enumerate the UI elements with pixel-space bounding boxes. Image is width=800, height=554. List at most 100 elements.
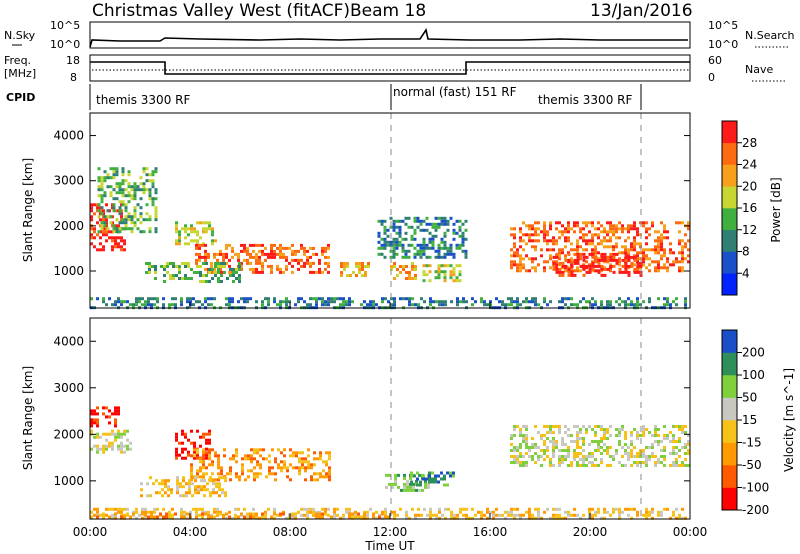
power-echo-cell	[187, 262, 190, 265]
velocity-echo-cell	[657, 461, 660, 464]
power-echo-cell	[169, 274, 172, 277]
velocity-echo-cell	[531, 446, 534, 449]
velocity-echo-cell	[639, 455, 642, 458]
velocity-echo-cell	[573, 507, 576, 511]
power-echo-cell	[324, 261, 327, 265]
velocity-echo-cell	[220, 472, 223, 476]
velocity-echo-cell	[183, 515, 186, 519]
power-echo-cell	[543, 236, 546, 240]
velocity-echo-cell	[229, 472, 232, 476]
power-echo-cell	[383, 240, 387, 244]
power-echo-cell	[318, 270, 321, 274]
velocity-echo-cell	[385, 485, 388, 489]
power-echo-cell	[446, 246, 450, 250]
power-echo-cell	[612, 255, 616, 259]
power-echo-cell	[214, 262, 217, 265]
power-echo-cell	[336, 297, 339, 301]
velocity-echo-cell	[519, 431, 522, 434]
velocity-echo-cell	[289, 454, 292, 458]
power-echo-cell	[306, 258, 309, 262]
power-echo-cell	[121, 173, 125, 177]
velocity-echo-cell	[513, 449, 516, 452]
power-echo-cell	[267, 255, 270, 259]
velocity-echo-cell	[291, 516, 294, 520]
velocity-echo-cell	[126, 512, 129, 516]
velocity-echo-cell	[354, 515, 357, 519]
power-echo-cell	[210, 261, 213, 265]
velocity-echo-cell	[681, 464, 684, 467]
velocity-echo-cell	[534, 446, 537, 449]
velocity-echo-cell	[651, 443, 654, 446]
power-echo-cell	[211, 242, 214, 246]
cpid-label: CPID	[6, 91, 35, 104]
power-echo-cell	[112, 206, 116, 210]
velocity-echo-cell	[434, 477, 437, 481]
power-echo-cell	[327, 255, 330, 259]
velocity-echo-cell	[348, 510, 351, 514]
power-echo-cell	[431, 225, 435, 229]
power-echo-cell	[434, 276, 438, 280]
power-echo-cell	[618, 297, 621, 301]
power-echo-cell	[291, 264, 294, 268]
power-echo-cell	[237, 258, 240, 262]
power-echo-cell	[195, 246, 198, 250]
power-echo-cell	[651, 248, 654, 252]
velocity-echo-cell	[111, 412, 114, 416]
power-echo-cell	[154, 230, 158, 234]
power-echo-cell	[585, 242, 588, 246]
power-echo-cell	[139, 212, 143, 216]
power-echo-cell	[567, 221, 570, 225]
power-echo-cell	[594, 300, 597, 304]
power-echo-cell	[618, 270, 622, 274]
power-echo-cell	[660, 248, 663, 252]
power-echo-cell	[615, 245, 618, 249]
velocity-echo-cell	[105, 415, 108, 419]
power-echo-cell	[408, 297, 411, 301]
power-echo-cell	[255, 252, 258, 256]
power-echo-cell	[615, 236, 618, 240]
power-echo-cell	[112, 167, 116, 171]
power-echo-cell	[196, 242, 199, 246]
velocity-echo-cell	[654, 431, 657, 434]
power-echo-cell	[139, 197, 143, 201]
power-echo-cell	[621, 245, 624, 249]
power-echo-cell	[600, 242, 603, 246]
power-echo-cell	[600, 267, 604, 271]
power-echo-cell	[222, 255, 225, 259]
power-echo-cell	[178, 242, 181, 246]
power-echo-cell	[181, 262, 184, 265]
power-echo-cell	[255, 300, 258, 304]
power-echo-cell	[663, 227, 666, 231]
power-echo-cell	[678, 230, 681, 234]
power-echo-cell	[163, 268, 166, 271]
power-echo-cell	[567, 251, 570, 255]
velocity-echo-cell	[196, 475, 199, 479]
power-echo-cell	[145, 167, 149, 171]
power-echo-cell	[383, 243, 387, 247]
velocity-echo-cell	[210, 513, 213, 517]
power-echo-cell	[428, 255, 432, 259]
velocity-echo-cell	[600, 452, 603, 455]
power-echo-cell	[130, 221, 134, 225]
power-echo-cell	[636, 297, 639, 301]
velocity-echo-cell	[624, 443, 627, 446]
velocity-echo-cell	[642, 513, 645, 517]
power-echo-cell	[464, 252, 468, 256]
power-echo-cell	[249, 261, 252, 265]
velocity-echo-cell	[111, 516, 114, 520]
power-echo-cell	[437, 264, 441, 268]
power-echo-cell	[367, 265, 370, 268]
power-echo-cell	[355, 265, 358, 268]
power-echo-cell	[187, 242, 190, 246]
power-echo-cell	[390, 303, 393, 307]
power-echo-cell	[420, 297, 423, 301]
velocity-echo-cell	[120, 515, 123, 519]
velocity-echo-cell	[310, 463, 313, 467]
velocity-echo-cell	[576, 461, 579, 464]
power-echo-cell	[630, 261, 634, 265]
power-echo-cell	[510, 303, 513, 307]
power-echo-cell	[624, 270, 628, 274]
velocity-echo-cell	[318, 515, 321, 519]
velocity-echo-cell	[204, 512, 207, 516]
